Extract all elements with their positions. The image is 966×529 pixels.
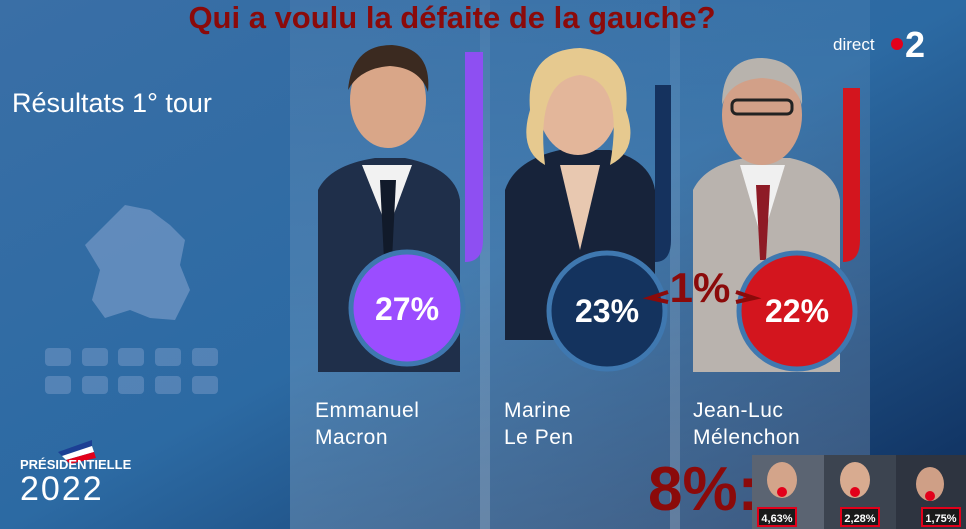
first-name: Jean-Luc	[693, 399, 783, 422]
title: Qui a voulu la défaite de la gauche?	[188, 0, 715, 35]
brand-line1: PRÉSIDENTIELLE	[20, 457, 132, 472]
accent-bar	[843, 88, 860, 262]
arrow	[642, 290, 669, 304]
first-name: Marine	[504, 399, 571, 422]
accent-bar	[655, 85, 671, 262]
last-name: Mélenchon	[693, 426, 800, 449]
result-circle	[546, 250, 668, 372]
first-name: Emmanuel	[315, 399, 419, 422]
result: 22%	[765, 293, 829, 329]
channel-dot	[891, 38, 903, 50]
result-circle	[736, 250, 858, 372]
other-result: 4,63%	[761, 513, 792, 525]
others-total: 8%:	[648, 455, 758, 524]
channel-number: 2	[905, 24, 925, 65]
brand-line2: 2022	[20, 470, 104, 508]
arrow	[735, 290, 762, 304]
brand: PRÉSIDENTIELLE 2022	[20, 440, 132, 508]
france-map	[85, 205, 190, 320]
other-result: 2,28%	[844, 513, 875, 525]
result: 23%	[575, 293, 639, 329]
others-inset: 4,63% 2,28% 1,75%	[752, 455, 966, 529]
last-name: Macron	[315, 426, 388, 449]
other-result: 1,75%	[925, 513, 956, 525]
accent-bar	[465, 52, 483, 262]
channel-label: direct	[833, 35, 875, 54]
channel-logo: direct 2	[833, 24, 925, 65]
territories	[45, 348, 218, 394]
result-circle	[348, 249, 466, 367]
gap: 1%	[670, 264, 731, 311]
last-name: Le Pen	[504, 426, 574, 449]
result: 27%	[375, 291, 439, 327]
subtitle: Résultats 1° tour	[12, 88, 212, 118]
